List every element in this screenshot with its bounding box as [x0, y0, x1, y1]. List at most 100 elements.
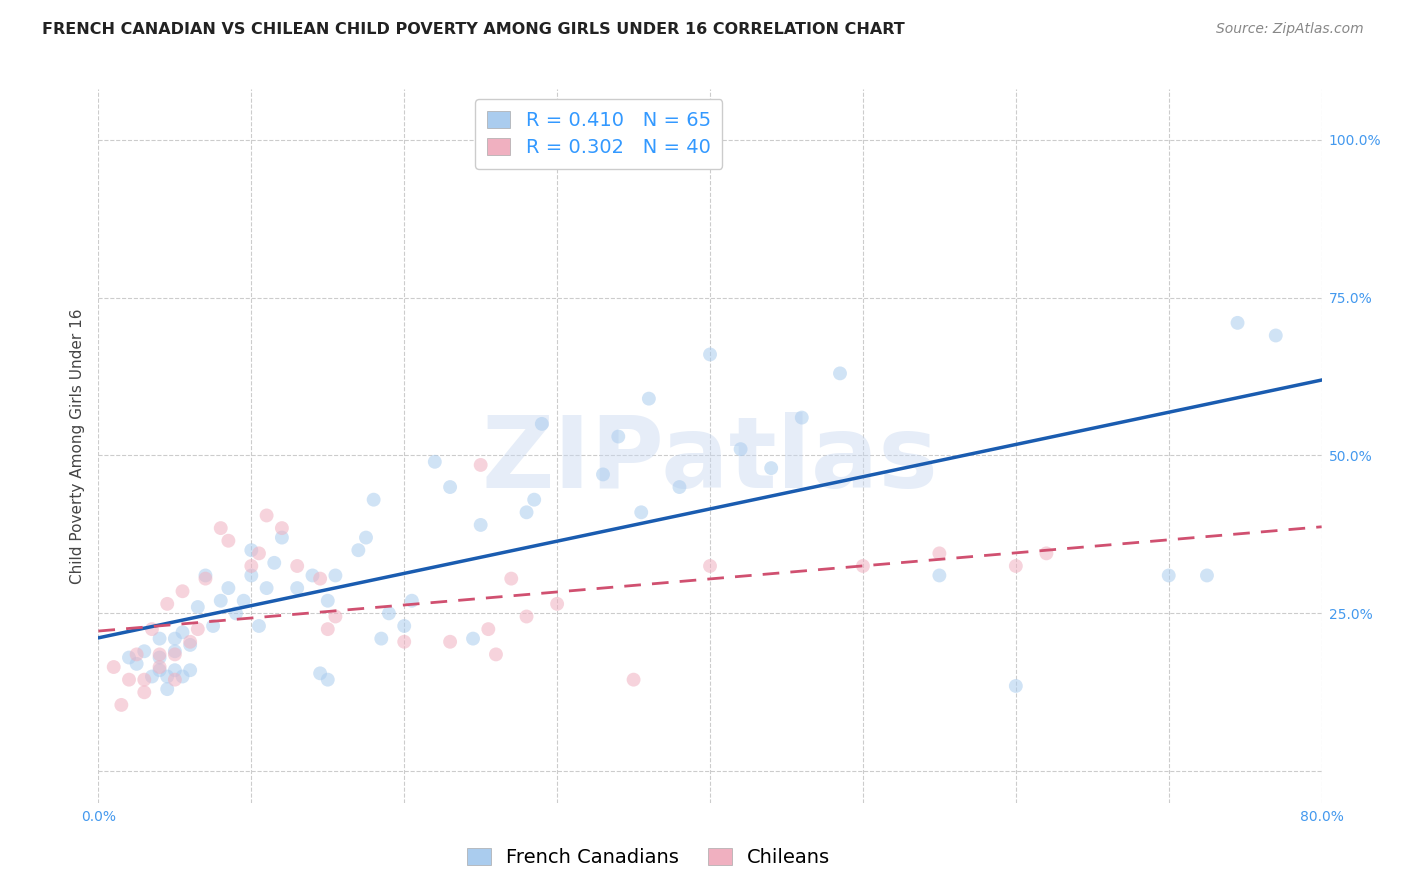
Point: [730, 442, 752, 457]
Point: [623, 673, 645, 687]
Point: [187, 600, 209, 615]
Point: [423, 455, 446, 469]
Point: [118, 673, 141, 687]
Point: [134, 644, 156, 658]
Point: [163, 632, 186, 646]
Point: [256, 581, 278, 595]
Point: [699, 559, 721, 574]
Point: [172, 669, 194, 683]
Point: [828, 367, 851, 381]
Point: [485, 648, 508, 662]
Point: [110, 698, 132, 712]
Point: [149, 632, 172, 646]
Point: [194, 568, 217, 582]
Point: [217, 581, 239, 595]
Point: [370, 632, 392, 646]
Point: [516, 609, 538, 624]
Legend: French Canadians, Chileans: French Canadians, Chileans: [460, 840, 838, 875]
Point: [125, 657, 148, 671]
Point: [240, 568, 263, 582]
Point: [592, 467, 614, 482]
Point: [172, 584, 194, 599]
Point: [928, 568, 950, 582]
Point: [630, 505, 652, 519]
Point: [149, 648, 172, 662]
Point: [1157, 568, 1180, 582]
Point: [607, 429, 630, 443]
Point: [247, 546, 270, 560]
Point: [325, 568, 347, 582]
Point: [378, 607, 401, 621]
Text: FRENCH CANADIAN VS CHILEAN CHILD POVERTY AMONG GIRLS UNDER 16 CORRELATION CHART: FRENCH CANADIAN VS CHILEAN CHILD POVERTY…: [42, 22, 905, 37]
Point: [103, 660, 125, 674]
Point: [530, 417, 553, 431]
Point: [309, 572, 332, 586]
Point: [316, 673, 339, 687]
Point: [172, 625, 194, 640]
Point: [247, 619, 270, 633]
Point: [852, 559, 875, 574]
Point: [301, 568, 323, 582]
Point: [225, 607, 247, 621]
Point: [194, 572, 217, 586]
Point: [240, 559, 263, 574]
Point: [1195, 568, 1218, 582]
Point: [470, 458, 492, 472]
Point: [125, 648, 148, 662]
Point: [163, 663, 186, 677]
Point: [209, 593, 232, 607]
Point: [439, 634, 461, 648]
Point: [516, 505, 538, 519]
Point: [163, 673, 186, 687]
Point: [316, 593, 339, 607]
Point: [156, 669, 179, 683]
Point: [477, 622, 499, 636]
Point: [141, 622, 163, 636]
Point: [163, 644, 186, 658]
Point: [179, 634, 201, 648]
Text: Source: ZipAtlas.com: Source: ZipAtlas.com: [1216, 22, 1364, 37]
Point: [217, 533, 239, 548]
Point: [202, 619, 225, 633]
Point: [699, 347, 721, 361]
Point: [179, 638, 201, 652]
Point: [1004, 559, 1026, 574]
Point: [149, 663, 172, 677]
Point: [637, 392, 661, 406]
Point: [546, 597, 568, 611]
Point: [285, 581, 308, 595]
Point: [134, 673, 156, 687]
Point: [263, 556, 285, 570]
Point: [316, 622, 339, 636]
Point: [347, 543, 370, 558]
Point: [928, 546, 950, 560]
Point: [325, 609, 347, 624]
Point: [285, 559, 308, 574]
Point: [240, 543, 263, 558]
Point: [270, 531, 292, 545]
Point: [118, 650, 141, 665]
Point: [309, 666, 332, 681]
Point: [1035, 546, 1057, 560]
Point: [354, 531, 377, 545]
Point: [470, 517, 492, 532]
Point: [149, 660, 172, 674]
Point: [1264, 328, 1286, 343]
Point: [392, 634, 416, 648]
Point: [156, 682, 179, 697]
Y-axis label: Child Poverty Among Girls Under 16: Child Poverty Among Girls Under 16: [69, 309, 84, 583]
Point: [1226, 316, 1249, 330]
Point: [187, 622, 209, 636]
Point: [461, 632, 484, 646]
Point: [256, 508, 278, 523]
Point: [156, 597, 179, 611]
Point: [401, 593, 423, 607]
Point: [790, 410, 813, 425]
Point: [668, 480, 690, 494]
Point: [1004, 679, 1026, 693]
Point: [270, 521, 292, 535]
Point: [134, 685, 156, 699]
Point: [141, 669, 163, 683]
Text: ZIPatlas: ZIPatlas: [482, 412, 938, 508]
Point: [759, 461, 782, 475]
